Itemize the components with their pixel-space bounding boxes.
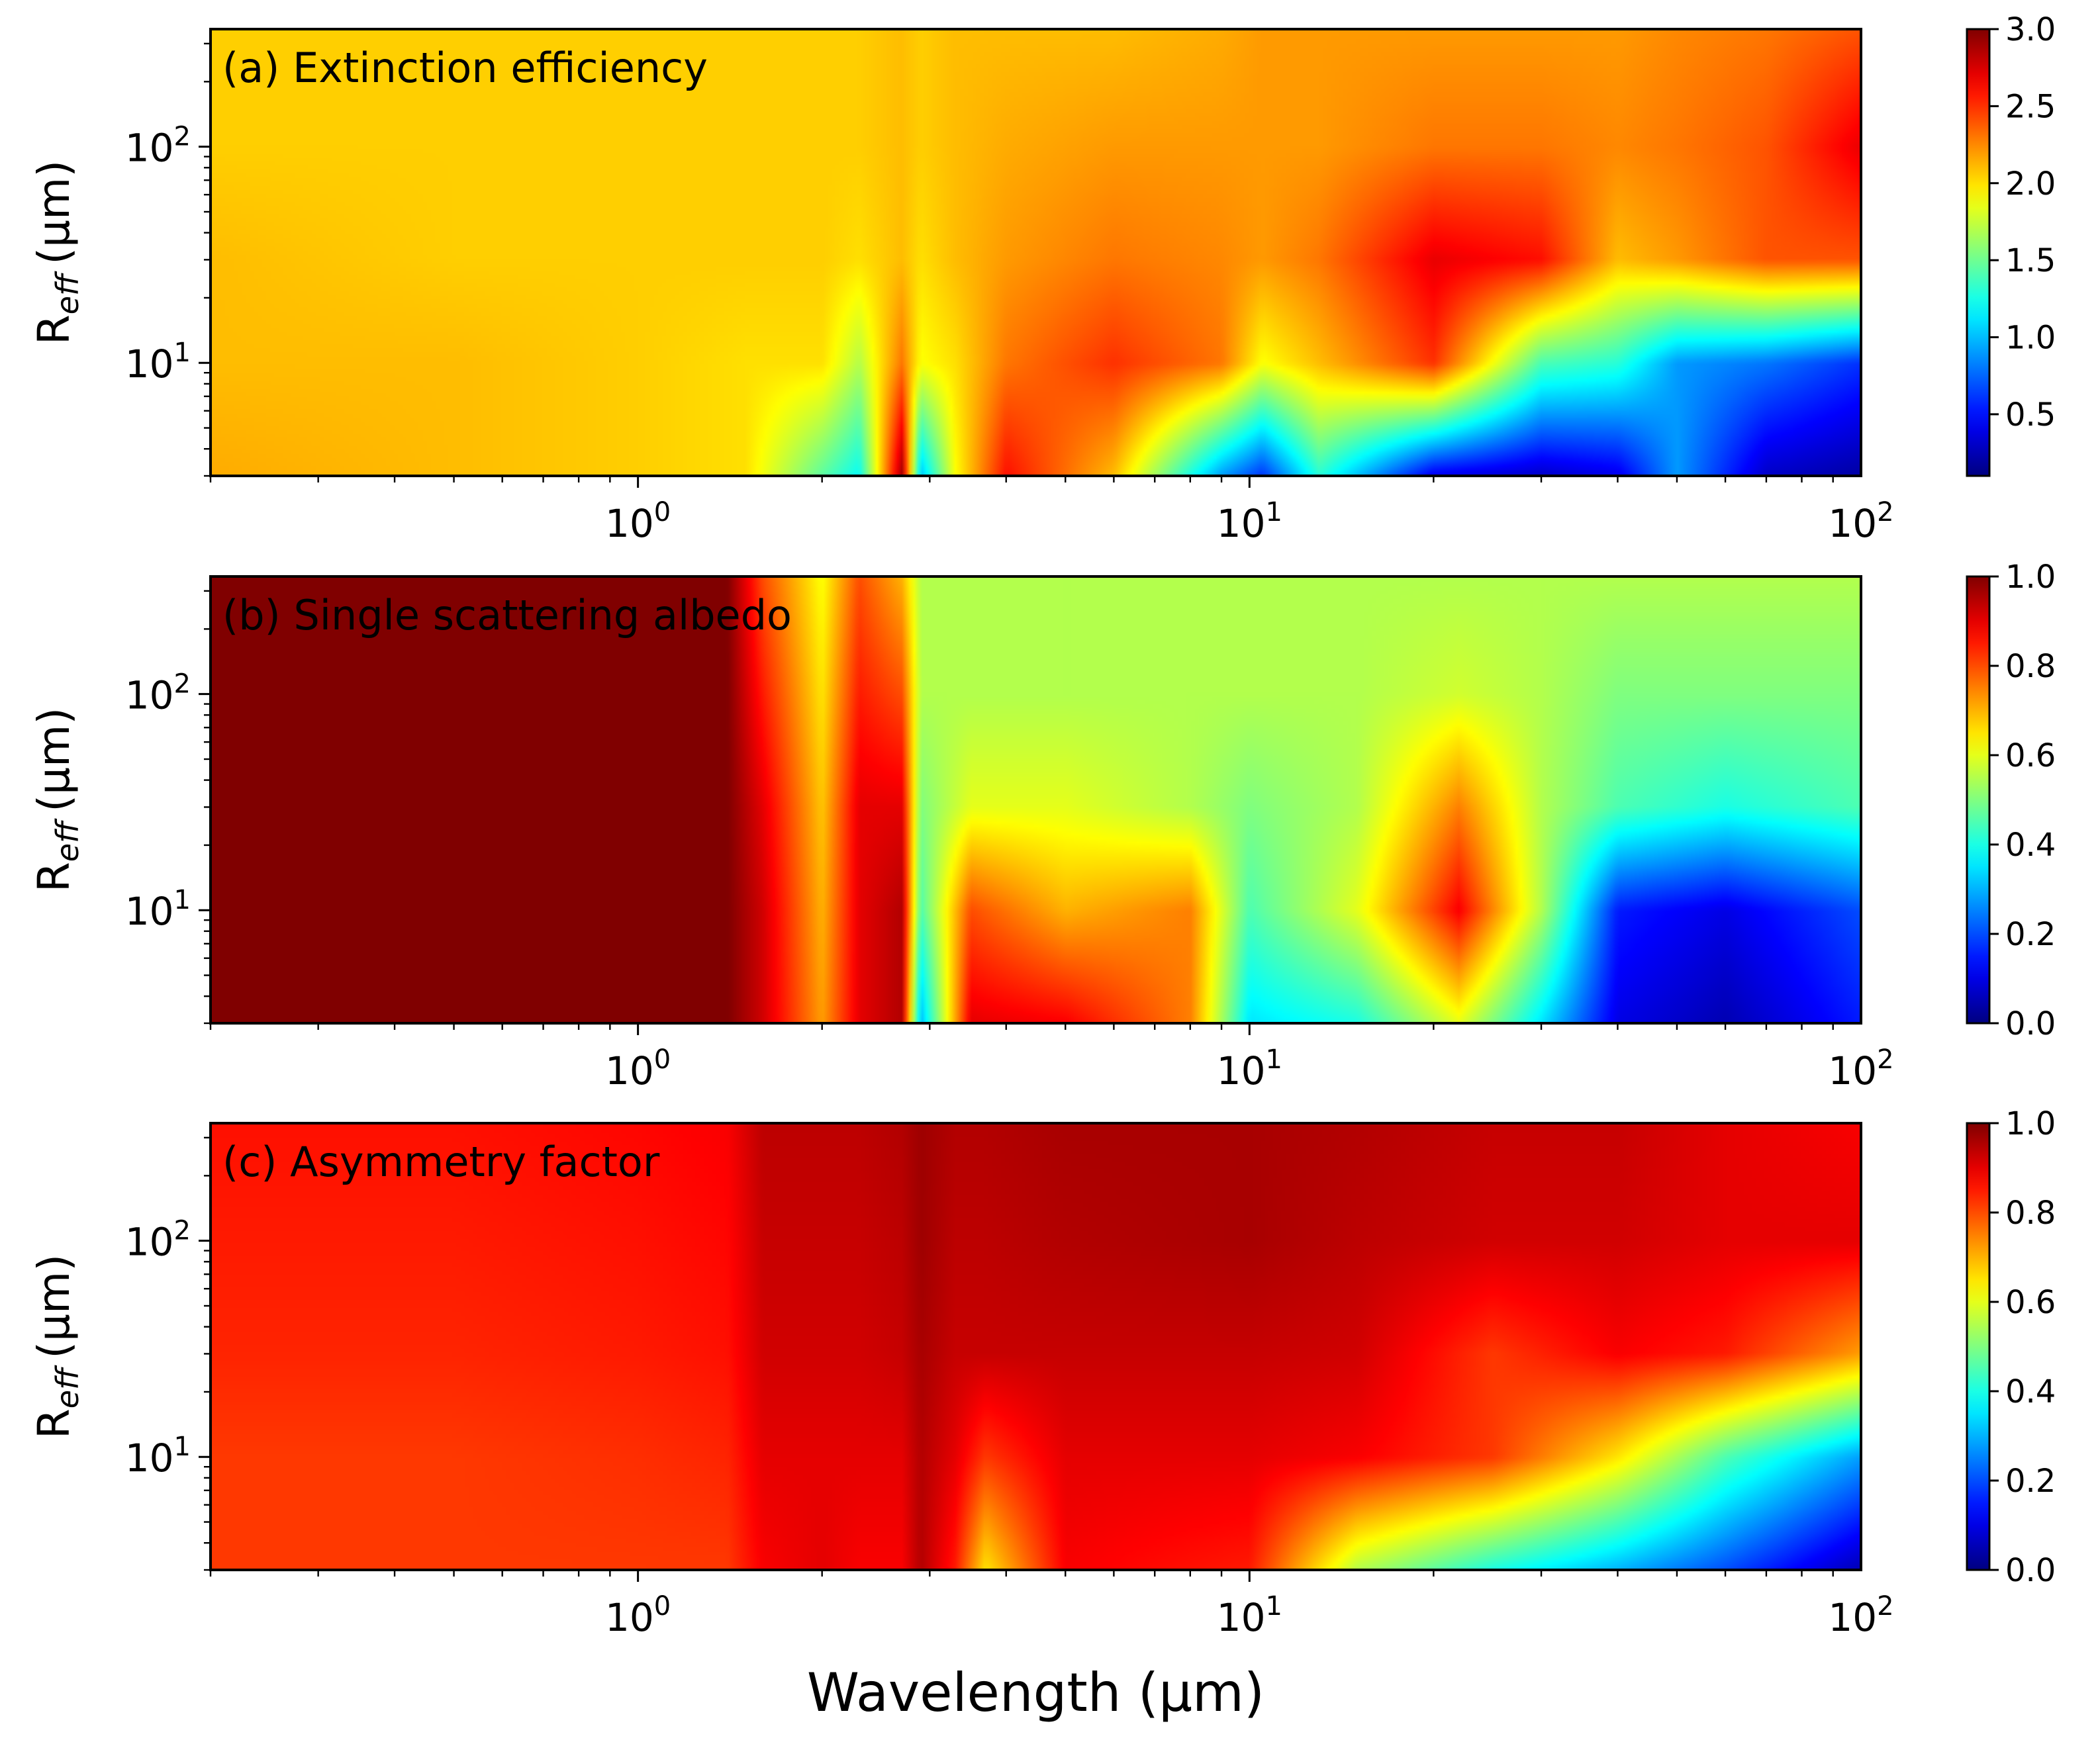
x-tick-label: 101 xyxy=(1217,1044,1282,1093)
colorbar-tick-label: 3.0 xyxy=(2005,11,2056,48)
panel-2: 100 101 102 101 102 Reff(μm) (b) Single scatte… xyxy=(28,559,2056,1093)
colorbar xyxy=(1966,1122,1991,1571)
plot-frame xyxy=(209,575,1862,1025)
x-tick-label: 102 xyxy=(1828,1044,1893,1093)
heatmap-image xyxy=(211,29,1861,476)
colorbar-tick-label: 0.2 xyxy=(2005,1463,2056,1500)
colorbar-tick-label: 0.0 xyxy=(2005,1005,2056,1042)
colorbar-tick-label: 0.0 xyxy=(2005,1552,2056,1589)
colorbar-tick-label: 0.6 xyxy=(2005,737,2056,774)
panel-title: (b) Single scattering albedo xyxy=(222,591,792,639)
colorbar-tick-label: 1.0 xyxy=(2005,559,2056,596)
plot-frame xyxy=(209,28,1862,477)
x-tick-label: 100 xyxy=(605,1044,671,1093)
y-tick-label: 102 xyxy=(125,669,191,718)
colorbar xyxy=(1966,28,1991,477)
x-tick-label: 102 xyxy=(1828,1591,1893,1640)
y-axis-label: Reff(μm) xyxy=(28,160,85,345)
panel-title: (a) Extinction efficiency xyxy=(222,44,708,92)
x-tick-label: 101 xyxy=(1217,497,1282,546)
x-tick-label: 102 xyxy=(1828,497,1893,546)
y-tick-label: 102 xyxy=(125,1216,191,1265)
x-axis-label: Wavelength (μm) xyxy=(807,1662,1265,1723)
y-tick-label: 101 xyxy=(125,885,191,934)
colorbar-tick-label: 0.4 xyxy=(2005,1373,2056,1410)
colorbar-tick-label: 1.0 xyxy=(2005,320,2056,357)
x-tick-label: 101 xyxy=(1217,1591,1282,1640)
x-tick-label: 100 xyxy=(605,497,671,546)
y-tick-label: 102 xyxy=(125,122,191,171)
colorbar-tick-label: 1.0 xyxy=(2005,1105,2056,1142)
panels: 100 101 102 101 102 Reff(μm) (a) Extinction ef… xyxy=(28,11,2056,1723)
colorbar-tick-label: 2.5 xyxy=(2005,88,2056,125)
heatmap-image xyxy=(211,576,1861,1023)
colorbar xyxy=(1966,575,1991,1025)
colorbar-tick-label: 0.8 xyxy=(2005,1195,2056,1232)
x-tick-label: 100 xyxy=(605,1591,671,1640)
y-axis-label: Reff(μm) xyxy=(28,708,85,892)
y-tick-label: 101 xyxy=(125,338,191,387)
plot-frame xyxy=(209,1122,1862,1571)
y-tick-label: 101 xyxy=(125,1432,191,1481)
colorbar-tick-label: 0.8 xyxy=(2005,648,2056,685)
heatmap-image xyxy=(211,1123,1861,1570)
y-axis-label: Reff(μm) xyxy=(28,1254,85,1439)
colorbar-tick-label: 2.0 xyxy=(2005,165,2056,203)
panel-1: 100 101 102 101 102 Reff(μm) (a) Extinction ef… xyxy=(28,11,2056,546)
colorbar-tick-label: 0.2 xyxy=(2005,916,2056,953)
colorbar-tick-label: 0.5 xyxy=(2005,396,2056,434)
colorbar-tick-label: 1.5 xyxy=(2005,242,2056,279)
colorbar-tick-label: 0.4 xyxy=(2005,827,2056,864)
colorbar-tick-label: 0.6 xyxy=(2005,1284,2056,1321)
panel-3: 100 101 102 101 102 Reff(μm) (c) Asymmetry fac… xyxy=(28,1105,2056,1723)
panel-title: (c) Asymmetry factor xyxy=(222,1138,660,1186)
